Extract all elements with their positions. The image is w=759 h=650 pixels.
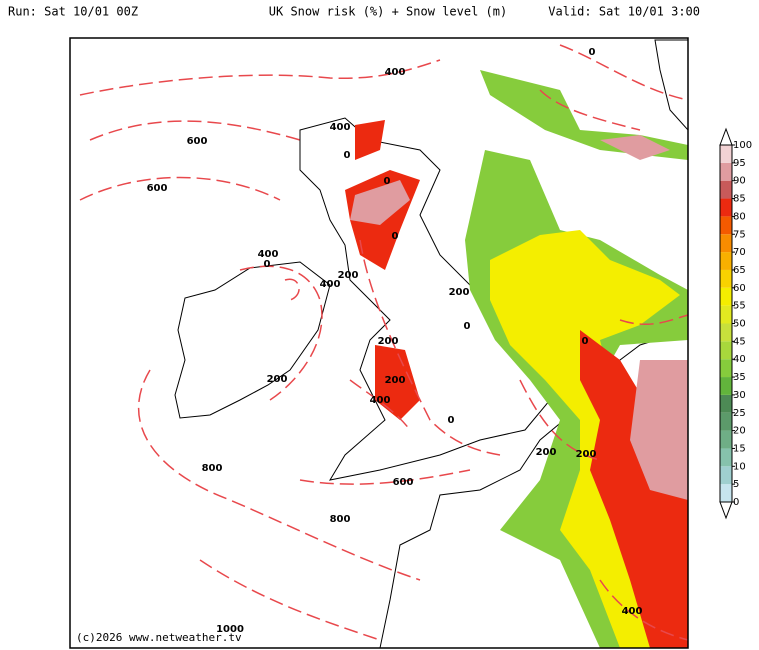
colorbar-bin [720, 430, 732, 449]
contour-label: 0 [582, 336, 589, 347]
land-britain [299, 117, 551, 481]
contour-label: 600 [393, 477, 414, 488]
colorbar-tick-label: 60 [733, 283, 746, 294]
colorbar-tick-label: 65 [733, 265, 746, 276]
contour-label: 0 [264, 259, 271, 270]
colorbar-tick-label: 5 [733, 479, 739, 490]
run-label: Run: Sat 10/01 00Z [8, 5, 138, 19]
colorbar-bin [720, 269, 732, 288]
colorbar-bin [720, 341, 732, 360]
contour-label: 0 [589, 47, 596, 58]
map [70, 38, 689, 649]
contour-label: 200 [536, 447, 557, 458]
contour-label: 400 [330, 122, 351, 133]
valid-label: Valid: Sat 10/01 3:00 [548, 5, 700, 19]
snow-level-contour [79, 44, 689, 641]
colorbar-tick-label: 50 [733, 319, 746, 330]
contour-label: 800 [330, 514, 351, 525]
colorbar-bin [720, 377, 732, 395]
land-scandinavia [654, 39, 689, 132]
colorbar-bin [720, 252, 732, 270]
map-frame [69, 37, 689, 649]
contour-label: 200 [385, 375, 406, 386]
colorbar-bin [720, 394, 732, 413]
colorbar-tick-label: 15 [733, 443, 746, 454]
colorbar-bin [720, 412, 732, 431]
land-ireland [174, 261, 331, 419]
contour-label: 0 [448, 415, 455, 426]
colorbar-bin [720, 234, 732, 253]
credit: (c)2026 www.netweather.tv [76, 631, 242, 644]
colorbar-bin [720, 198, 732, 217]
contour-label: 200 [449, 287, 470, 298]
snow-red [345, 120, 688, 648]
contour-label: 200 [576, 449, 597, 460]
contour-label: 0 [384, 176, 391, 187]
colorbar-tick-label: 70 [733, 247, 746, 258]
contour-label: 400 [370, 395, 391, 406]
contour-label: 400 [258, 249, 279, 260]
colorbar-tick-label: 35 [733, 372, 746, 383]
colorbar-bin [720, 180, 732, 199]
snow-level-contour [239, 265, 411, 431]
colorbar-bin [720, 359, 732, 378]
contour-label: 800 [202, 463, 223, 474]
colorbar-tick-label: 95 [733, 158, 746, 169]
contour-label: 1000 [216, 624, 244, 635]
colorbar-tick-label: 85 [733, 194, 746, 205]
colorbar-bin [720, 484, 732, 502]
colorbar-tick-label: 100 [733, 140, 752, 151]
colorbar-bin [720, 323, 732, 342]
contour-label: 0 [392, 231, 399, 242]
colorbar-tick-label: 30 [733, 390, 746, 401]
colorbar-tick-label: 45 [733, 336, 746, 347]
contour-label: 600 [187, 136, 208, 147]
colorbar-tick-label: 55 [733, 301, 746, 312]
contour-label: 400 [622, 606, 643, 617]
colorbar-arrow [719, 501, 733, 520]
colorbar-tick-label: 40 [733, 354, 746, 365]
colorbar-tick-label: 80 [733, 211, 746, 222]
colorbar-bin [720, 216, 732, 235]
contour-label: 400 [320, 279, 341, 290]
contour-label: 400 [385, 67, 406, 78]
contour-label: 600 [147, 183, 168, 194]
contour-label: 0 [464, 321, 471, 332]
map-title: UK Snow risk (%) + Snow level (m) [269, 5, 507, 19]
colorbar-bin [720, 448, 732, 467]
colorbar-bin [720, 287, 732, 306]
colorbar-tick-label: 90 [733, 176, 746, 187]
colorbar: 0 5 10 15 20 25 30 35 40 45 50 55 60 65 70 75 80 85 90 95 10… [719, 127, 752, 520]
colorbar-tick-label: 75 [733, 229, 746, 240]
colorbar-arrow [719, 127, 733, 146]
colorbar-bin [720, 305, 732, 324]
colorbar-bin [720, 466, 732, 485]
colorbar-tick-label: 20 [733, 426, 746, 437]
colorbar-bin [720, 162, 732, 181]
contour-label: 200 [267, 374, 288, 385]
contour-label: 200 [378, 336, 399, 347]
colorbar-tick-label: 25 [733, 408, 746, 419]
colorbar-tick-label: 10 [733, 461, 746, 472]
colorbar-bin [720, 145, 732, 163]
contour-label: 0 [344, 150, 351, 161]
snow-pink [350, 135, 688, 500]
contour-label: 200 [338, 270, 359, 281]
colorbar-tick-label: 0 [733, 497, 739, 508]
